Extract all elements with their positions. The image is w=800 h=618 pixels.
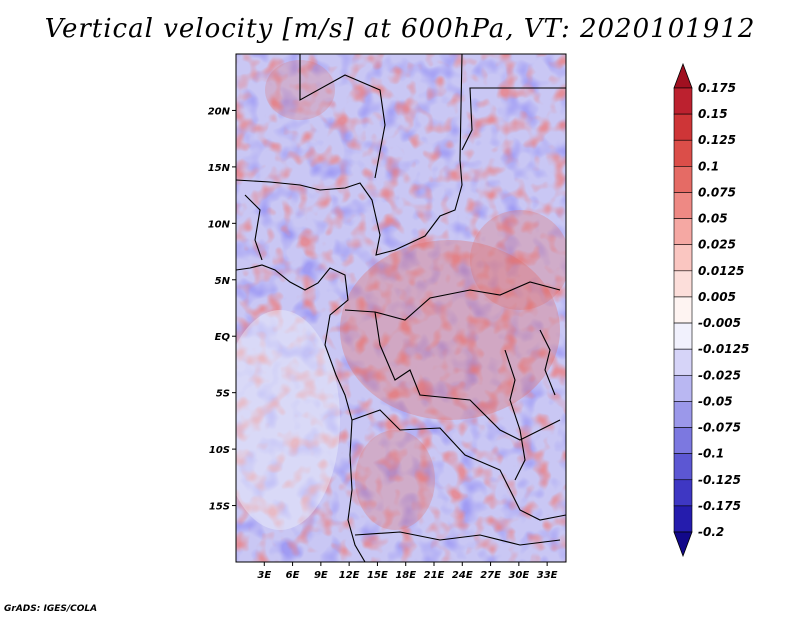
colorbar-label: 0.0125 bbox=[698, 264, 744, 278]
lon-tick-label: 24E bbox=[452, 570, 473, 581]
colorbar-over-arrow bbox=[673, 62, 693, 89]
lat-tick-label: 15N bbox=[208, 163, 231, 174]
lon-tick-label: 12E bbox=[339, 570, 360, 581]
lat-tick-label: 10N bbox=[208, 219, 231, 230]
vertical-velocity-field bbox=[236, 54, 566, 562]
lat-tick-label: EQ bbox=[215, 332, 231, 343]
map-frame bbox=[235, 53, 567, 563]
colorbar-label: -0.025 bbox=[698, 368, 741, 382]
colorbar-segment bbox=[673, 87, 693, 115]
colorbar-segment bbox=[673, 479, 693, 507]
colorbar-label: 0.1 bbox=[698, 159, 719, 173]
colorbar-label: 0.005 bbox=[698, 290, 736, 304]
colorbar-segment bbox=[673, 505, 693, 533]
lat-tick-label: 20N bbox=[208, 106, 231, 117]
longitude-axis: 3E 6E 9E 12E 15E 18E 21E 24E 27E 30E 33E bbox=[257, 562, 558, 581]
colorbar-label: -0.2 bbox=[698, 525, 724, 539]
lon-tick-label: 9E bbox=[314, 570, 328, 581]
lon-tick-label: 15E bbox=[367, 570, 388, 581]
lon-tick-label: 30E bbox=[508, 570, 529, 581]
colorbar-segment bbox=[673, 322, 693, 350]
colorbar-label: -0.075 bbox=[698, 421, 741, 435]
colorbar-segment bbox=[673, 401, 693, 428]
lon-tick-label: 27E bbox=[480, 570, 501, 581]
lat-tick-label: 5N bbox=[215, 276, 231, 287]
lon-tick-label: 3E bbox=[257, 570, 271, 581]
lat-tick-label: 5S bbox=[216, 389, 230, 400]
colorbar-label: 0.025 bbox=[698, 238, 736, 252]
colorbar-label: -0.175 bbox=[698, 499, 741, 513]
lon-tick-label: 33E bbox=[537, 570, 558, 581]
colorbar-segment bbox=[673, 139, 693, 167]
colorbar-under-arrow bbox=[673, 531, 693, 558]
grads-credit: GrADS: IGES/COLA bbox=[4, 604, 98, 614]
colorbar-label: -0.05 bbox=[698, 394, 733, 408]
colorbar-label: -0.125 bbox=[698, 473, 741, 487]
lon-tick-label: 21E bbox=[424, 570, 445, 581]
colorbar-segment bbox=[673, 244, 693, 272]
colorbar-label: 0.175 bbox=[698, 81, 736, 95]
colorbar-label: 0.125 bbox=[698, 133, 736, 147]
map-title: Vertical velocity [m/s] at 600hPa, VT: 2… bbox=[44, 14, 756, 44]
coastlines-borders bbox=[236, 54, 566, 562]
colorbar-segment bbox=[673, 113, 693, 141]
latitude-axis: 20N 15N 10N 5N EQ 5S 10S 15S bbox=[208, 106, 236, 513]
colorbar-segment bbox=[673, 348, 693, 376]
colorbar-label: 0.075 bbox=[698, 185, 736, 199]
colorbar-segment bbox=[673, 374, 693, 402]
lat-tick-label: 15S bbox=[209, 502, 230, 513]
colorbar-label: 0.15 bbox=[698, 107, 728, 121]
colorbar-label: -0.1 bbox=[698, 447, 724, 461]
colorbar-segment bbox=[673, 296, 693, 324]
lon-tick-label: 6E bbox=[286, 570, 300, 581]
colorbar-label: -0.005 bbox=[698, 316, 741, 330]
colorbar: 0.175 0.15 0.125 0.1 0.075 0.05 0.025 0.0125 0.0… bbox=[673, 62, 749, 558]
colorbar-label: -0.0125 bbox=[698, 342, 749, 356]
colorbar-segment bbox=[673, 453, 693, 481]
colorbar-label: 0.05 bbox=[698, 212, 728, 226]
colorbar-segment bbox=[673, 270, 693, 298]
colorbar-segment bbox=[673, 166, 693, 193]
lat-tick-label: 10S bbox=[209, 445, 230, 456]
colorbar-segment bbox=[673, 192, 693, 219]
colorbar-segment bbox=[673, 218, 693, 246]
lon-tick-label: 18E bbox=[395, 570, 416, 581]
colorbar-segment bbox=[673, 427, 693, 454]
